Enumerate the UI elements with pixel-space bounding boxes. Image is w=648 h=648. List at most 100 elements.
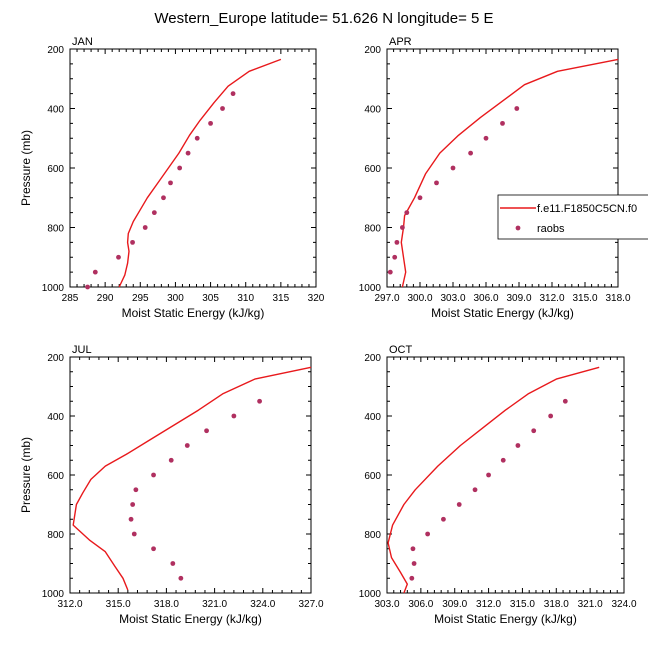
x-tick-label: 300.0 (407, 293, 432, 304)
raobs-point (417, 195, 423, 201)
raobs-point (468, 150, 473, 156)
plot-frame (69, 356, 312, 594)
legend-label-model: f.e11.F1850C5CN.f0 (537, 203, 637, 215)
x-tick-label: 324.0 (611, 599, 636, 610)
y-tick-label: 800 (47, 530, 64, 541)
raobs-point (151, 210, 157, 216)
x-tick-label: 315.0 (572, 293, 597, 304)
x-tick-label: 315.0 (106, 599, 131, 610)
y-tick-label: 400 (364, 105, 381, 116)
plot-frame (386, 356, 625, 594)
x-axis-label: Moist Static Energy (kJ/kg) (434, 612, 577, 626)
legend: f.e11.F1850C5CN.f0 raobs (497, 194, 648, 240)
tick-marks (69, 356, 312, 594)
raobs-point (394, 239, 400, 245)
y-axis-label: Pressure (mb) (19, 437, 33, 513)
x-tick-label: 324.0 (250, 599, 275, 610)
raobs-point (161, 195, 166, 201)
legend-box (497, 194, 648, 240)
raobs-point (231, 413, 237, 419)
legend-marker-swatch (515, 225, 521, 231)
panel-oct: 303.0 306.0 309.0 312.0 315.0 318.0 321.0 324.0… (359, 344, 637, 626)
raobs-point (409, 575, 415, 581)
y-tick-label: 200 (364, 353, 381, 364)
raobs-point (434, 180, 439, 186)
raobs-point (257, 398, 262, 404)
figure-title: Western_Europe latitude= 51.626 N longit… (154, 10, 493, 27)
raobs-point (410, 546, 416, 552)
x-tick-label: 309.0 (506, 293, 531, 304)
raobs-point (168, 457, 174, 463)
panel-jan: 285 290 295 300 305 310 315 320 200 400 600 800 1000… (19, 36, 325, 320)
x-tick-label: 318.0 (605, 293, 630, 304)
raobs-point (220, 106, 225, 111)
raobs-point (472, 487, 478, 493)
raobs-point (133, 487, 139, 493)
y-tick-label: 1000 (42, 283, 65, 294)
legend-label-raobs: raobs (537, 223, 565, 235)
x-tick-label: 285 (62, 293, 79, 304)
raobs-point (387, 269, 393, 275)
raobs-point (404, 210, 410, 216)
y-axis-label: Pressure (mb) (19, 130, 33, 206)
x-tick-label: 310 (237, 293, 254, 304)
y-tick-label: 200 (364, 45, 381, 56)
raobs-point (116, 254, 121, 260)
plot-frame (69, 48, 317, 288)
x-axis-label: Moist Static Energy (kJ/kg) (119, 612, 262, 626)
x-tick-label: 315.0 (510, 599, 535, 610)
raobs-point (184, 443, 190, 448)
panel-title: APR (389, 36, 412, 48)
raobs-point (548, 413, 554, 419)
raobs-point (128, 516, 134, 522)
panel-title: OCT (389, 344, 413, 356)
raobs-point (441, 516, 446, 522)
x-tick-label: 318.0 (154, 599, 179, 610)
y-tick-label: 200 (47, 45, 64, 56)
panel-jul: 312.0 315.0 318.0 321.0 324.0 327.0 200 400 600 8… (19, 344, 324, 626)
raobs-point (456, 502, 462, 507)
y-tick-label: 800 (364, 530, 381, 541)
raobs-point (168, 180, 173, 186)
raobs-point (131, 531, 137, 537)
raobs-point (151, 546, 156, 552)
model-line (387, 366, 600, 594)
tick-marks (386, 356, 625, 594)
raobs-point (392, 254, 398, 260)
panel-title: JUL (72, 344, 92, 356)
raobs-point (514, 106, 520, 111)
x-tick-label: 312.0 (57, 599, 82, 610)
raobs-point (562, 398, 568, 404)
x-tick-label: 303.0 (374, 599, 399, 610)
raobs-point (486, 472, 491, 478)
raobs-point (151, 472, 156, 478)
x-tick-label: 297.0 (374, 293, 399, 304)
tick-marks (386, 48, 619, 288)
x-axis-label: Moist Static Energy (kJ/kg) (431, 306, 574, 320)
y-tick-label: 200 (47, 353, 64, 364)
raobs-point (531, 428, 537, 434)
x-axis-label: Moist Static Energy (kJ/kg) (122, 306, 265, 320)
x-tick-label: 290 (97, 293, 114, 304)
model-line (72, 366, 312, 591)
raobs-point (204, 428, 209, 434)
model-line (118, 58, 282, 288)
x-tick-label: 318.0 (544, 599, 569, 610)
y-tick-label: 600 (47, 471, 64, 482)
raobs-point (425, 531, 431, 537)
raobs-point (170, 561, 176, 566)
x-tick-label: 306.0 (473, 293, 498, 304)
x-tick-label: 295 (132, 293, 149, 304)
x-tick-label: 306.0 (408, 599, 433, 610)
panel-apr: 297.0 300.0 303.0 306.0 309.0 312.0 315.0 318.0… (359, 36, 631, 320)
x-tick-label: 300 (167, 293, 184, 304)
raobs-point (208, 120, 213, 126)
raobs-point (483, 135, 489, 141)
x-tick-label: 305 (202, 293, 219, 304)
y-tick-label: 800 (364, 224, 381, 235)
y-tick-label: 600 (364, 471, 381, 482)
panels: 285 290 295 300 305 310 315 320 200 400 600 800 1000… (19, 36, 637, 626)
x-tick-label: 303.0 (440, 293, 465, 304)
y-tick-label: 400 (47, 412, 64, 423)
